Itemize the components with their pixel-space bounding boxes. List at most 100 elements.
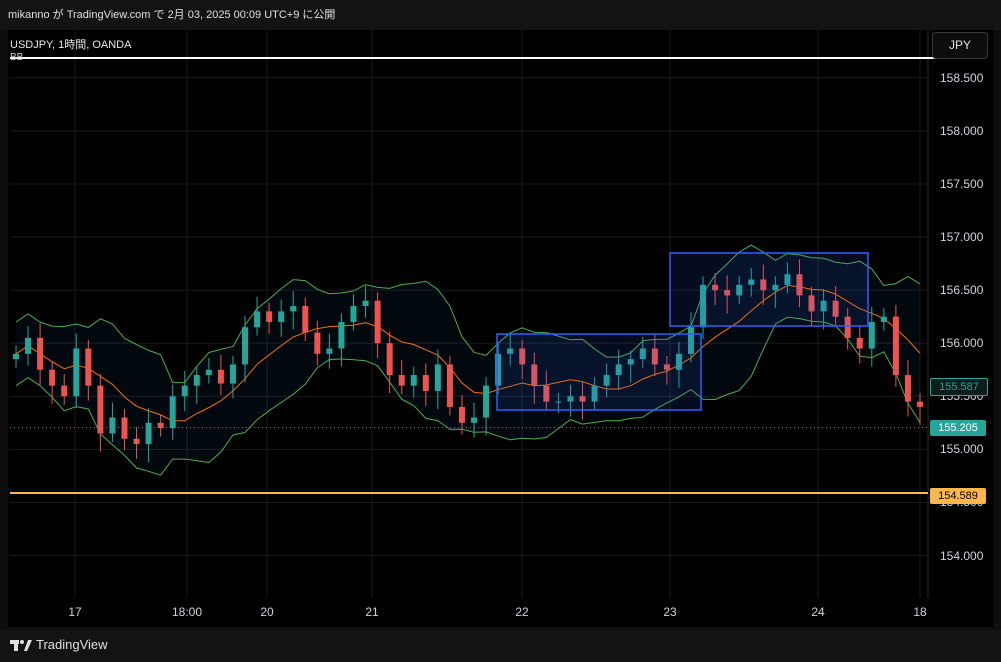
candle-body <box>37 337 44 370</box>
candle-body <box>410 375 417 386</box>
candle-body <box>434 364 441 391</box>
candle-body <box>519 348 526 365</box>
candle-body <box>700 284 707 328</box>
candle-body <box>13 353 19 360</box>
candle-body <box>386 343 393 376</box>
candle-body <box>917 401 923 407</box>
candle-body <box>193 375 200 386</box>
candle-body <box>290 306 297 312</box>
candle-body <box>591 385 598 402</box>
candle-body <box>675 353 682 370</box>
candle-body <box>350 306 357 322</box>
price-tick-label: 155.000 <box>940 442 984 457</box>
drawing-rectangle <box>496 333 702 411</box>
candle-body <box>639 348 646 360</box>
candle-body <box>507 348 514 354</box>
candle-body <box>145 422 152 445</box>
time-tick-label: 17 <box>68 605 82 619</box>
candle-body <box>362 300 369 307</box>
candle-body <box>169 396 176 429</box>
candle-body <box>784 274 791 285</box>
candle-body <box>663 364 670 370</box>
candle-body <box>844 316 851 338</box>
price-tick-label: 157.000 <box>940 230 984 245</box>
candle-body <box>543 385 550 402</box>
footer-bar <box>0 630 1001 662</box>
candle-body <box>820 300 827 312</box>
candle-body <box>374 300 381 344</box>
candle-body <box>25 337 32 354</box>
time-tick-label: 20 <box>260 605 274 619</box>
candle-body <box>856 337 863 349</box>
candle-body <box>181 385 188 397</box>
chart-pane[interactable] <box>8 30 993 627</box>
candle-body <box>892 316 899 376</box>
time-tick-label: 21 <box>365 605 379 619</box>
candle-body <box>121 417 128 439</box>
candle-body <box>531 364 538 386</box>
candle-body <box>217 369 224 384</box>
candle-body <box>302 306 309 333</box>
candle-body <box>254 311 261 328</box>
bb-basis <box>15 284 921 422</box>
symbol-title: USDJPY, 1時間, OANDA <box>10 39 132 51</box>
candle-body <box>796 274 803 296</box>
tradingview-logo-icon <box>10 639 32 651</box>
candle-body <box>458 406 465 423</box>
candle-body <box>133 438 140 445</box>
candle-body <box>398 375 405 386</box>
secondary-price-badge: 155.587 <box>930 378 988 396</box>
candle-body <box>567 396 574 402</box>
publish-info-bar: mikanno が TradingView.com で 2月 03, 2025 … <box>0 0 1001 30</box>
candle-body <box>97 385 104 434</box>
publish-line: mikanno が TradingView.com で 2月 03, 2025 … <box>8 9 336 21</box>
candle-body <box>736 284 743 296</box>
drawing-rectangle <box>669 252 869 327</box>
price-tick-label: 158.500 <box>940 70 984 85</box>
candle-body <box>471 417 478 423</box>
candle-body <box>446 364 453 407</box>
candle-body <box>832 300 839 317</box>
horizontal-line-price-badge: 154.589 <box>930 488 986 504</box>
candle-body <box>483 385 490 418</box>
candle-body <box>651 348 658 365</box>
candle-body <box>109 417 116 434</box>
tradingview-logo[interactable]: TradingView <box>10 637 108 652</box>
candle-body <box>687 327 694 354</box>
price-tick-label: 156.000 <box>940 336 984 351</box>
brand-label: TradingView <box>36 637 108 652</box>
time-tick-label: 18 <box>913 605 927 619</box>
time-tick-label: 24 <box>811 605 825 619</box>
bb-upper-band <box>15 244 921 384</box>
time-tick-label: 18:00 <box>171 605 203 619</box>
candle-body <box>615 364 622 376</box>
candle-body <box>724 290 731 296</box>
candle-body <box>603 375 610 386</box>
candle-body <box>242 327 249 365</box>
indicator-label-bb[interactable]: BB <box>10 52 24 63</box>
candle-body <box>326 348 333 354</box>
candle-body <box>904 375 911 402</box>
price-tick-label: 157.500 <box>940 176 984 191</box>
price-tick-label: 158.000 <box>940 123 984 138</box>
candle-body <box>61 385 68 397</box>
candle-body <box>712 284 719 291</box>
candle-body <box>266 311 273 322</box>
candle-body <box>278 311 285 322</box>
candle-body <box>229 364 236 384</box>
candle-body <box>49 369 56 386</box>
candle-body <box>85 348 92 386</box>
candle-body <box>760 279 767 291</box>
candle-body <box>314 332 321 354</box>
time-tick-label: 23 <box>663 605 677 619</box>
candle-body <box>73 348 80 397</box>
candle-body <box>157 422 164 429</box>
bb-fill <box>16 245 920 476</box>
price-tick-label: 156.500 <box>940 283 984 298</box>
candle-body <box>808 295 815 312</box>
candle-body <box>338 321 345 349</box>
currency-button[interactable]: JPY <box>932 32 988 59</box>
candle-body <box>422 375 429 391</box>
candle-body <box>555 401 562 403</box>
